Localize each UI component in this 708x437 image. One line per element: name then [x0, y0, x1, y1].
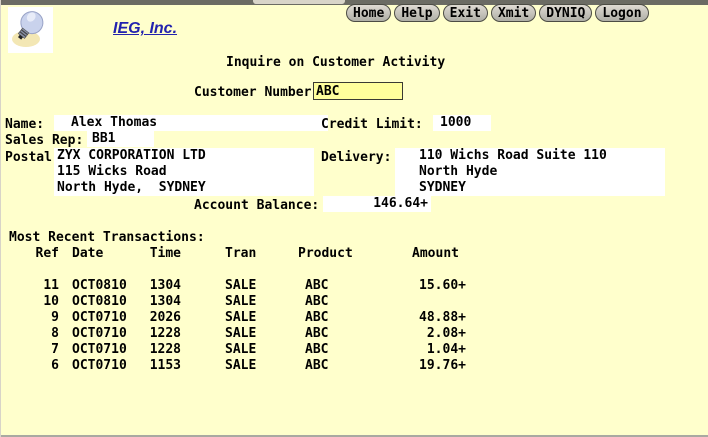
customer-number-label: Customer Number	[194, 85, 312, 100]
transaction-row: 8 OCT0710 1228 SALE ABC 2.08+	[1, 326, 708, 342]
window-bottom-edge	[1, 435, 708, 437]
tx-header-product: Product	[298, 246, 353, 261]
credit-limit-label: Credit Limit:	[321, 117, 423, 132]
tx-product: ABC	[305, 342, 329, 357]
postal-line-field: North Hyde, SYDNEY	[54, 180, 314, 196]
transaction-row: 9 OCT0710 2026 SALE ABC 48.88+	[1, 310, 708, 326]
tx-tran: SALE	[225, 278, 257, 293]
toolbar-button-exit[interactable]: Exit	[442, 4, 488, 22]
tx-ref: 11	[43, 278, 59, 293]
credit-limit-field: 1000	[433, 115, 491, 131]
tx-header-date: Date	[72, 246, 104, 261]
tx-product: ABC	[305, 278, 329, 293]
tx-tran: SALE	[225, 358, 257, 373]
tx-header-amount: Amount	[412, 246, 459, 261]
tx-header-ref: Ref	[35, 246, 59, 261]
tx-time: 1304	[149, 294, 181, 309]
tx-ref: 10	[43, 294, 59, 309]
tx-time: 1304	[149, 278, 181, 293]
tx-ref: 9	[51, 310, 59, 325]
transaction-row: 11 OCT0810 1304 SALE ABC 15.60+	[1, 278, 708, 294]
postal-label: Postal:	[5, 150, 60, 165]
tx-ref: 6	[51, 358, 59, 373]
tx-header-time: Time	[149, 246, 181, 261]
tx-time: 2026	[149, 310, 181, 325]
toolbar-button-logon[interactable]: Logon	[595, 4, 649, 22]
toolbar-button-help[interactable]: Help	[394, 4, 440, 22]
tx-product: ABC	[305, 358, 329, 373]
tx-header-tran: Tran	[225, 246, 257, 261]
transaction-row: 7 OCT0710 1228 SALE ABC 1.04+	[1, 342, 708, 358]
tx-product: ABC	[305, 326, 329, 341]
sales-rep-label: Sales Rep:	[5, 133, 84, 148]
tx-tran: SALE	[225, 294, 257, 309]
tx-amount: 15.60+	[419, 278, 466, 293]
postal-line-field: 115 Wicks Road	[54, 164, 314, 180]
customer-number-input[interactable]	[313, 82, 403, 100]
tx-date: OCT0810	[72, 278, 127, 293]
tx-ref: 7	[51, 342, 59, 357]
tx-amount: 2.08+	[426, 326, 466, 341]
tx-date: OCT0810	[72, 294, 127, 309]
tx-amount: 1.04+	[426, 342, 466, 357]
tx-tran: SALE	[225, 326, 257, 341]
lightbulb-icon	[11, 11, 43, 47]
tx-amount: 19.76+	[419, 358, 466, 373]
account-balance-label: Account Balance:	[194, 198, 320, 213]
tx-time: 1153	[149, 358, 181, 373]
window-top-edge	[1, 0, 708, 5]
delivery-line-field: North Hyde	[395, 164, 665, 180]
toolbar-button-dyniq[interactable]: DYNIQ	[539, 4, 593, 22]
transactions-header-row: Ref Date Time Tran Product Amount	[1, 246, 708, 262]
tx-product: ABC	[305, 294, 329, 309]
tx-tran: SALE	[225, 310, 257, 325]
transactions-heading: Most Recent Transactions:	[9, 230, 205, 245]
toolbar: Home Help Exit Xmit DYNIQ Logon	[346, 4, 649, 22]
tx-date: OCT0710	[72, 358, 127, 373]
page-title: Inquire on Customer Activity	[226, 55, 446, 70]
company-link[interactable]: IEG, Inc.	[113, 20, 178, 37]
tx-product: ABC	[305, 310, 329, 325]
toolbar-button-home[interactable]: Home	[346, 4, 392, 22]
transaction-row: 6 OCT0710 1153 SALE ABC 19.76+	[1, 358, 708, 374]
window-top-edge-highlight	[253, 0, 345, 4]
delivery-line-field: SYDNEY	[395, 180, 665, 196]
tx-amount: 48.88+	[419, 310, 466, 325]
tx-date: OCT0710	[72, 342, 127, 357]
tx-date: OCT0710	[72, 310, 127, 325]
tx-time: 1228	[149, 342, 181, 357]
tx-tran: SALE	[225, 342, 257, 357]
account-balance-field: 146.64+	[323, 196, 431, 212]
delivery-line-field: 110 Wichs Road Suite 110	[395, 148, 665, 164]
delivery-label: Delivery:	[321, 150, 392, 165]
transaction-row: 10 OCT0810 1304 SALE ABC	[1, 294, 708, 310]
tx-ref: 8	[51, 326, 59, 341]
logo-box	[8, 7, 53, 53]
name-field: Alex Thomas	[54, 115, 328, 131]
tx-date: OCT0710	[72, 326, 127, 341]
postal-line-field: ZYX CORPORATION LTD	[54, 148, 314, 164]
tx-time: 1228	[149, 326, 181, 341]
sales-rep-field: BB1	[87, 131, 154, 147]
toolbar-button-xmit[interactable]: Xmit	[490, 4, 537, 22]
name-label: Name:	[5, 117, 45, 132]
